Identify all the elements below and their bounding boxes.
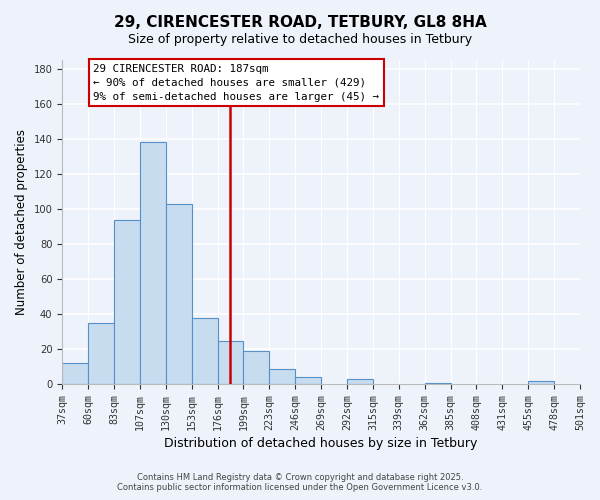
Bar xyxy=(192,318,218,384)
Bar xyxy=(425,382,451,384)
Bar xyxy=(244,351,269,384)
Y-axis label: Number of detached properties: Number of detached properties xyxy=(15,129,28,315)
Text: 29, CIRENCESTER ROAD, TETBURY, GL8 8HA: 29, CIRENCESTER ROAD, TETBURY, GL8 8HA xyxy=(113,15,487,30)
Bar xyxy=(218,340,244,384)
Bar xyxy=(528,381,554,384)
Text: Contains HM Land Registry data © Crown copyright and database right 2025.
Contai: Contains HM Land Registry data © Crown c… xyxy=(118,473,482,492)
Bar xyxy=(166,204,192,384)
Text: Size of property relative to detached houses in Tetbury: Size of property relative to detached ho… xyxy=(128,32,472,46)
Bar xyxy=(114,220,140,384)
X-axis label: Distribution of detached houses by size in Tetbury: Distribution of detached houses by size … xyxy=(164,437,478,450)
Text: 29 CIRENCESTER ROAD: 187sqm
← 90% of detached houses are smaller (429)
9% of sem: 29 CIRENCESTER ROAD: 187sqm ← 90% of det… xyxy=(94,64,379,102)
Bar xyxy=(88,323,114,384)
Bar xyxy=(269,368,295,384)
Bar xyxy=(347,379,373,384)
Bar xyxy=(140,142,166,384)
Bar xyxy=(62,364,88,384)
Bar xyxy=(295,378,321,384)
